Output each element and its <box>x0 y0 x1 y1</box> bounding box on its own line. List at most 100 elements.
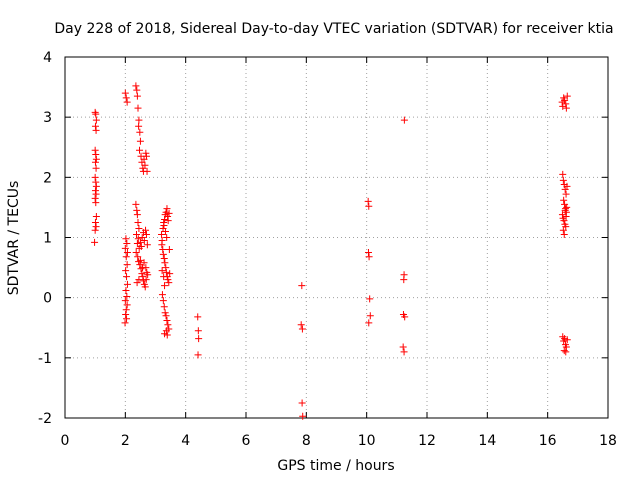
data-point <box>163 234 171 241</box>
data-point <box>92 164 100 172</box>
data-point <box>134 253 142 261</box>
data-point <box>92 155 100 163</box>
data-point <box>132 230 140 238</box>
data-point <box>91 158 99 166</box>
data-point <box>123 98 131 106</box>
data-point <box>123 280 131 288</box>
data-point <box>141 161 149 169</box>
data-point <box>142 264 150 272</box>
data-point <box>563 92 571 100</box>
data-point <box>162 268 170 276</box>
data-point <box>135 276 143 284</box>
data-point <box>165 209 173 217</box>
data-point <box>559 333 567 341</box>
x-tick-label: 12 <box>418 433 436 449</box>
data-point <box>561 185 569 193</box>
data-point <box>163 331 171 339</box>
data-point <box>92 199 100 207</box>
data-point <box>91 173 99 181</box>
data-point <box>194 327 202 335</box>
x-axis-label: GPS time / hours <box>277 458 394 474</box>
data-point <box>121 89 129 97</box>
data-point <box>122 235 130 243</box>
data-point <box>142 276 150 284</box>
data-point <box>140 259 148 267</box>
data-point <box>366 295 374 303</box>
data-point <box>163 317 171 325</box>
data-point <box>561 206 569 214</box>
data-point <box>134 235 142 243</box>
data-point <box>136 146 144 154</box>
data-point <box>558 211 566 219</box>
data-point <box>140 237 148 245</box>
data-point <box>92 182 100 190</box>
data-point <box>559 226 567 234</box>
x-tick-label: 16 <box>539 433 557 449</box>
grid-lines <box>65 57 608 418</box>
data-point <box>160 273 168 281</box>
data-point <box>139 273 147 281</box>
x-tick-label: 0 <box>61 433 70 449</box>
data-point <box>92 126 100 134</box>
data-point <box>143 167 151 175</box>
data-point <box>144 271 152 279</box>
data-point <box>122 267 130 275</box>
y-tick-label: 0 <box>43 291 52 307</box>
data-point <box>161 215 169 223</box>
data-point <box>162 208 170 216</box>
data-point <box>164 276 172 284</box>
data-point <box>159 250 167 258</box>
x-tick-label: 14 <box>478 433 496 449</box>
data-point <box>161 227 169 235</box>
data-point <box>162 312 170 320</box>
data-point <box>159 297 167 305</box>
chart-title: Day 228 of 2018, Sidereal Day-to-day VTE… <box>54 21 613 37</box>
data-point <box>160 303 168 311</box>
data-point <box>364 249 372 257</box>
data-point <box>135 258 143 266</box>
data-point <box>562 190 570 198</box>
data-point <box>138 270 146 278</box>
data-point <box>122 311 130 319</box>
data-point <box>92 110 100 118</box>
data-point <box>166 270 174 278</box>
data-point <box>158 267 166 275</box>
data-point <box>92 178 100 186</box>
data-point <box>122 286 130 294</box>
data-point <box>91 194 99 202</box>
data-point <box>560 230 568 238</box>
data-point <box>133 211 141 219</box>
data-point <box>92 223 100 231</box>
data-point <box>562 212 570 220</box>
y-tick-label: -2 <box>38 411 52 427</box>
data-point <box>123 261 131 269</box>
data-point <box>133 92 141 100</box>
data-point <box>135 122 143 130</box>
data-point <box>562 343 570 351</box>
data-point <box>92 116 100 124</box>
data-point <box>136 238 144 246</box>
data-point <box>91 218 99 226</box>
data-point <box>401 313 409 321</box>
data-point <box>122 253 130 261</box>
data-point <box>91 238 99 246</box>
data-point <box>165 279 173 287</box>
data-points <box>91 82 571 420</box>
data-point <box>158 291 166 299</box>
data-point <box>142 226 150 234</box>
data-point <box>563 336 571 344</box>
data-point <box>158 241 166 249</box>
data-point <box>559 170 567 178</box>
data-point <box>160 221 168 229</box>
data-point <box>365 253 373 261</box>
data-point <box>123 292 131 300</box>
data-point <box>143 241 151 249</box>
x-tick-label: 4 <box>181 433 190 449</box>
data-point <box>91 146 99 154</box>
data-point <box>560 217 568 225</box>
data-point <box>164 321 172 329</box>
data-point <box>299 412 307 420</box>
data-point <box>297 321 305 329</box>
data-point <box>123 273 131 281</box>
data-point <box>132 200 140 208</box>
